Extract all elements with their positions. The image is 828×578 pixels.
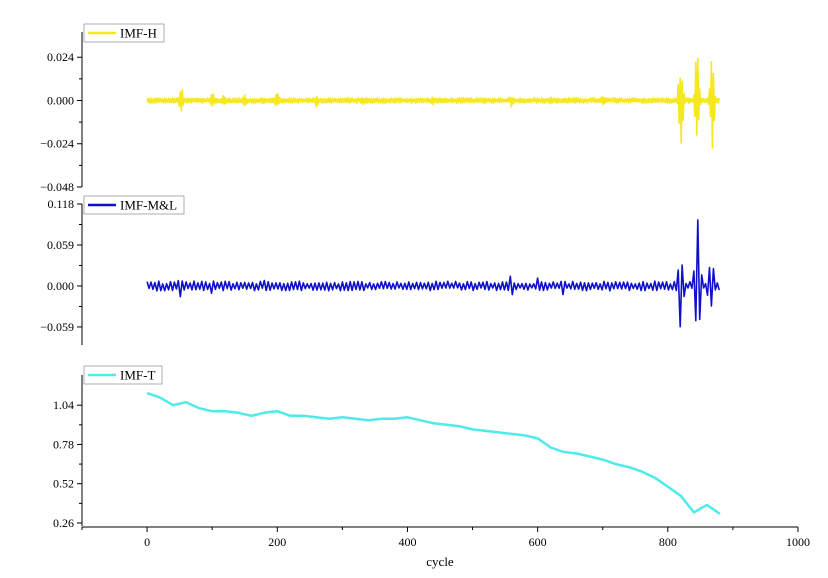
legend: IMF-T	[83, 365, 163, 385]
panel-1: 0.024 0.000 −0.024 −0.048 IMF-H	[40, 23, 720, 194]
y-tick-label: 0.024	[47, 50, 74, 64]
legend-box	[83, 23, 165, 43]
y-tick-label: 0.059	[47, 238, 74, 252]
y-tick-label: 0.000	[47, 279, 74, 293]
x-tick-label: 0	[144, 535, 150, 549]
legend-box	[83, 365, 163, 385]
y-tick-label: −0.024	[40, 137, 74, 151]
y-tick-label: −0.048	[40, 180, 74, 194]
x-tick-label: 800	[659, 535, 677, 549]
y-tick-label: 0.52	[53, 477, 74, 491]
x-tick-label: 600	[529, 535, 547, 549]
legend: IMF-H	[83, 23, 165, 43]
series-line-imfml	[146, 219, 720, 328]
legend-box	[83, 195, 185, 215]
x-tick-label: 200	[268, 535, 286, 549]
y-tick-label: 0.118	[47, 197, 74, 211]
x-tick-label: 1000	[786, 535, 810, 549]
y-tick-label: −0.059	[40, 320, 74, 334]
panel-2: 0.118 0.059 0.000 −0.059 IMF-M&L	[40, 195, 720, 345]
series-line-imft	[146, 391, 721, 515]
series-line-imfh	[146, 57, 720, 149]
y-tick-label: 1.04	[53, 398, 74, 412]
x-tick-label: 400	[398, 535, 416, 549]
x-axis-title: cycle	[426, 554, 454, 569]
legend-label: IMF-H	[120, 26, 157, 41]
legend-label: IMF-T	[120, 368, 155, 383]
y-tick-label: 0.78	[53, 437, 74, 451]
x-axis: 0 200 400 600 800 1000	[81, 526, 810, 549]
legend: IMF-M&L	[83, 195, 185, 215]
y-tick-label: 0.26	[53, 516, 74, 530]
panel-3: 1.04 0.78 0.52 0.26 IMF-T	[53, 365, 721, 530]
legend-label: IMF-M&L	[120, 198, 177, 213]
chart-panels: 0.024 0.000 −0.024 −0.048 IMF-H 0.118 0.059 0.0…	[40, 23, 721, 530]
y-tick-label: 0.000	[47, 93, 74, 107]
